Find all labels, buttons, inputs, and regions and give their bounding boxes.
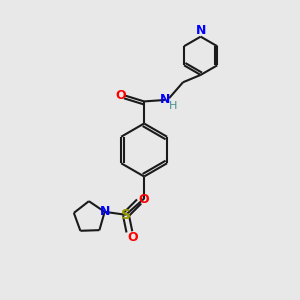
Text: N: N (100, 205, 110, 218)
Text: S: S (121, 208, 131, 222)
Text: O: O (138, 193, 149, 206)
Text: N: N (160, 93, 170, 106)
Text: N: N (196, 24, 206, 37)
Text: O: O (115, 89, 126, 102)
Text: H: H (169, 101, 178, 111)
Text: O: O (128, 231, 138, 244)
